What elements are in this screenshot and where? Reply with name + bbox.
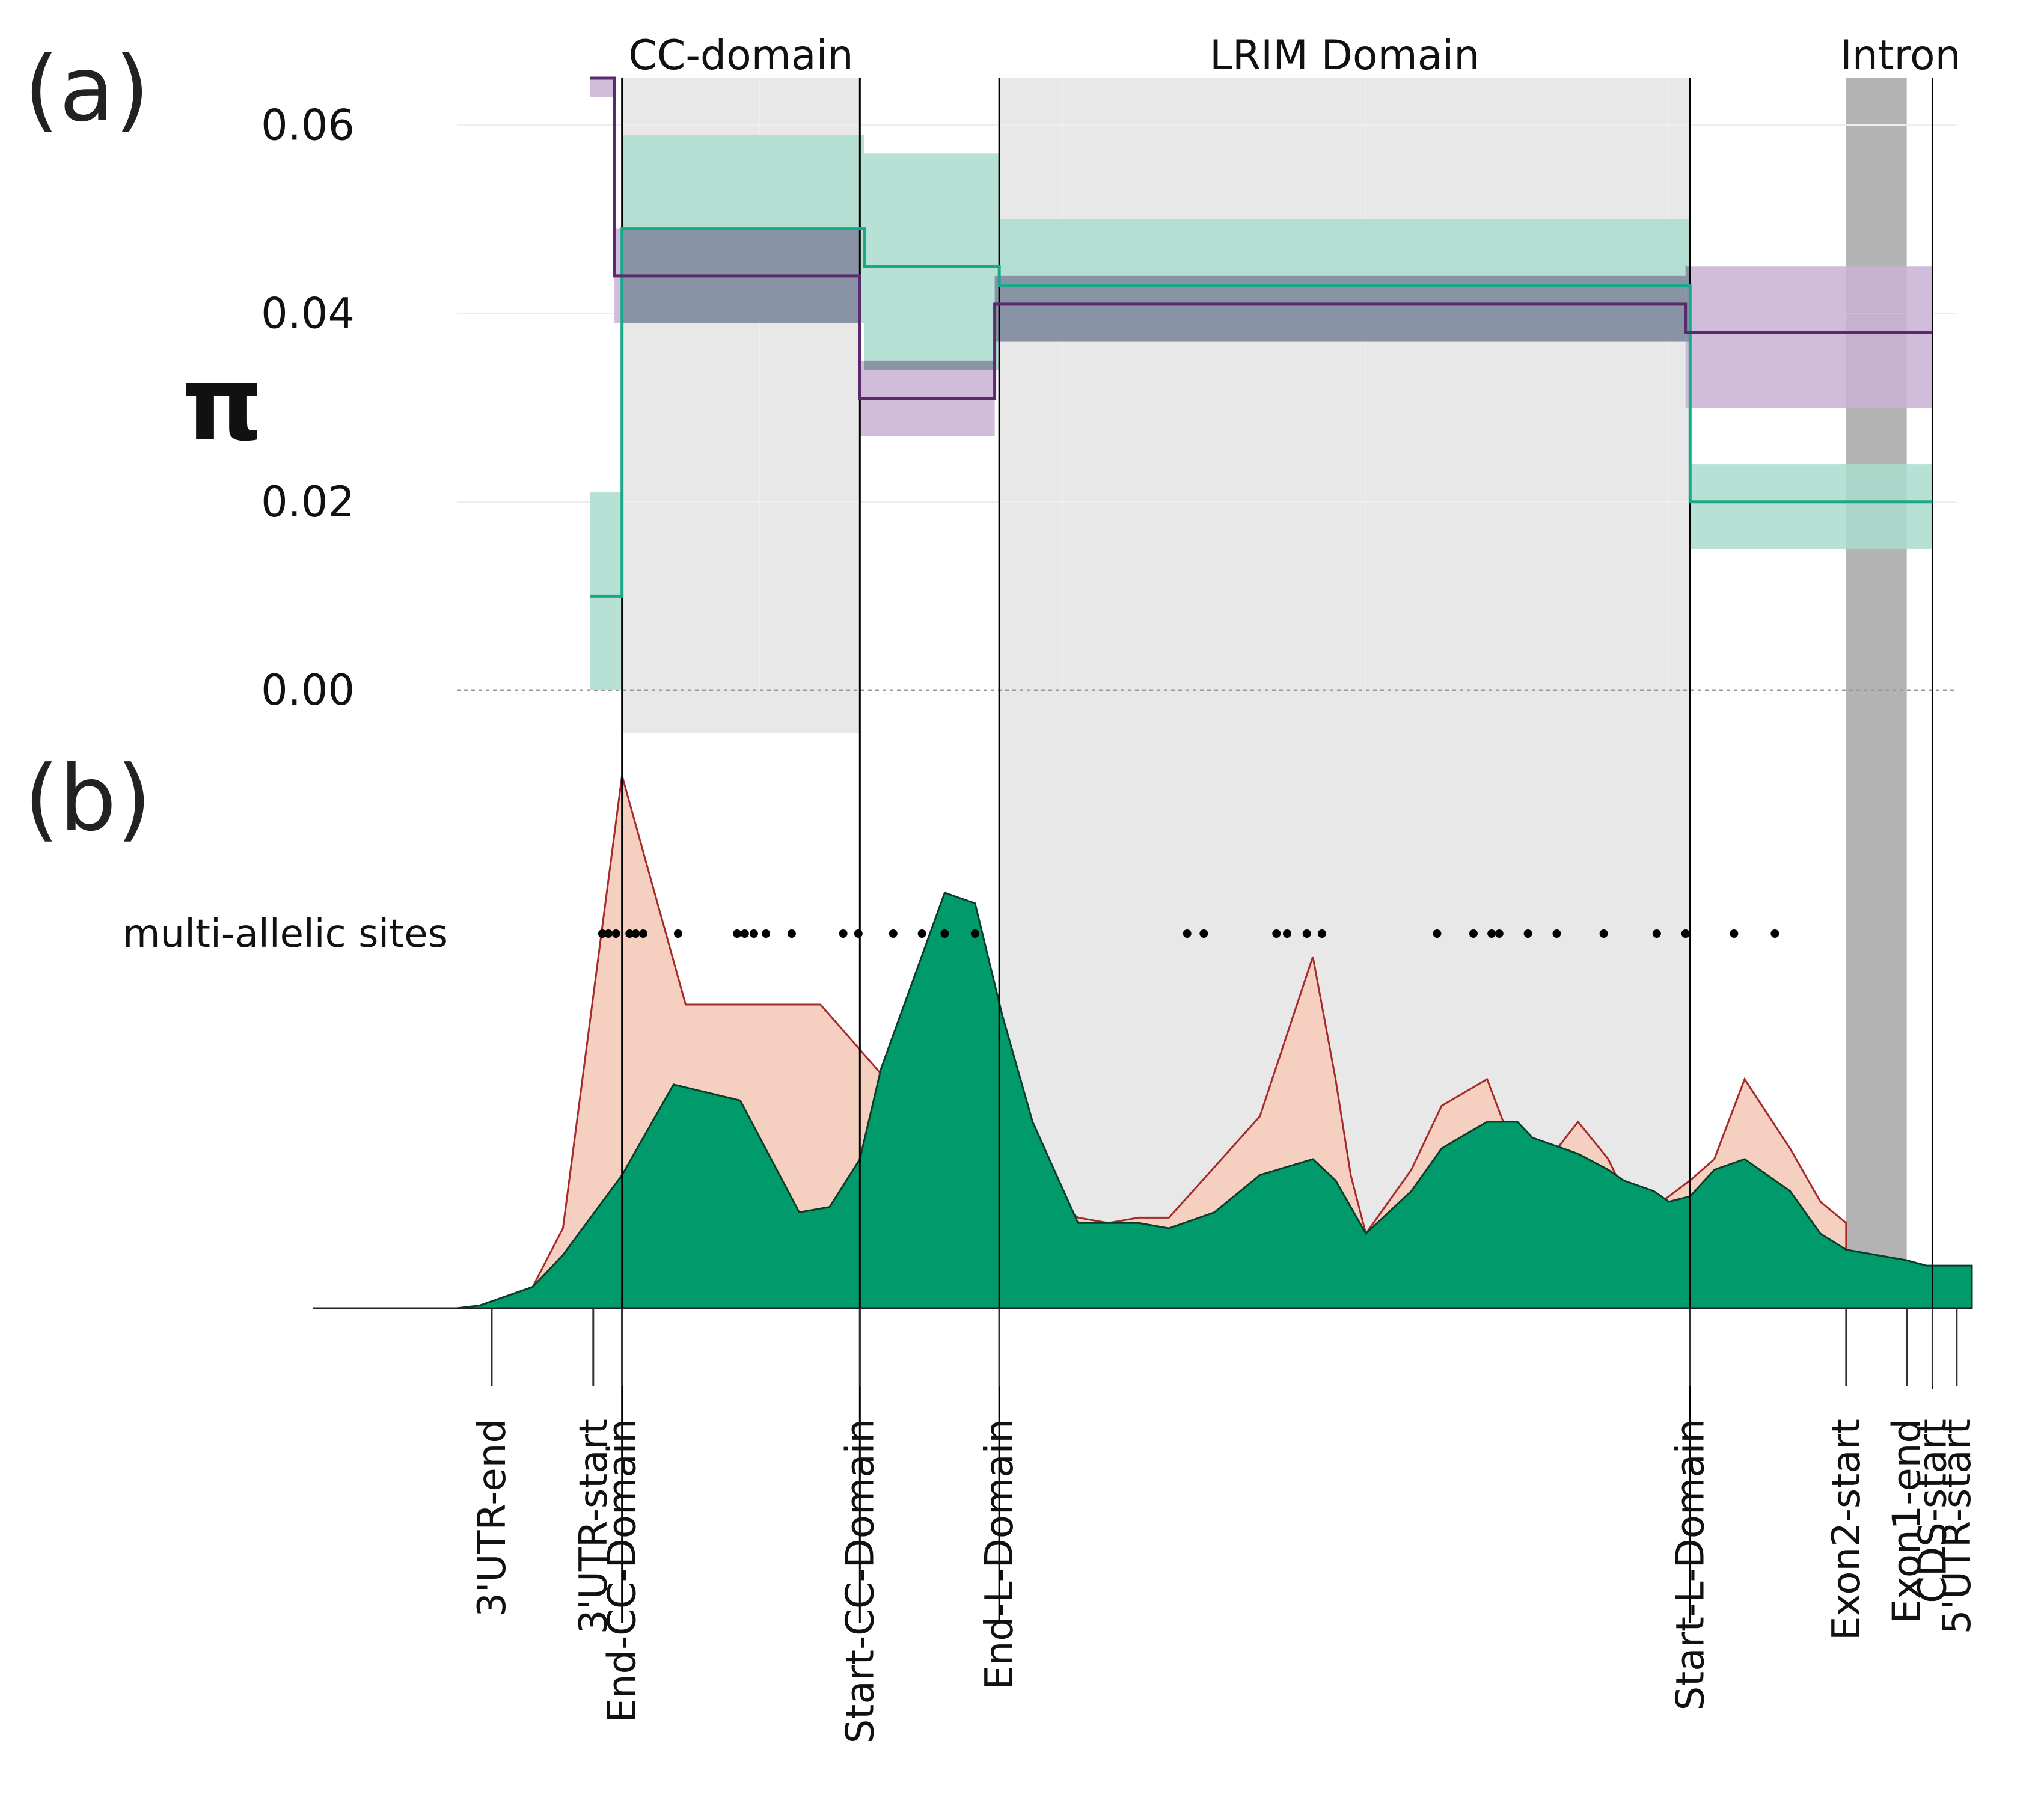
teal-ci-band: [1690, 464, 1933, 549]
multi-allelic-site-dot: [1469, 929, 1478, 938]
multi-allelic-site-dot: [1272, 929, 1281, 938]
multi-allelic-site-dot: [598, 929, 607, 938]
multi-allelic-site-dot: [638, 929, 647, 938]
teal-step-line: [590, 227, 1933, 598]
marker-label: End-L-Domain: [978, 1419, 1022, 1690]
multi-allelic-site-dot: [917, 929, 926, 938]
region-label: Intron: [1840, 32, 1961, 79]
y-axis-title: π: [182, 344, 263, 464]
multi-allelic-site-dot: [1730, 929, 1739, 938]
purple-step-line: [590, 76, 1933, 400]
multi-allelic-site-dot: [673, 929, 682, 938]
multi-allelic-site-dot: [733, 929, 742, 938]
y-tick-label: 0.02: [261, 477, 355, 527]
marker-label: 5'UTR-start: [1935, 1419, 1980, 1634]
y-tick-label: 0.04: [261, 289, 355, 338]
marker-label: Start-L-Domain: [1668, 1419, 1713, 1710]
multi-allelic-site-dot: [1652, 929, 1661, 938]
purple-ci-band: [1685, 266, 1933, 408]
multi-allelic-site-dot: [1199, 929, 1208, 938]
multi-allelic-site-dot: [1317, 929, 1326, 938]
marker-label: Exon2-start: [1825, 1419, 1869, 1641]
marker-label: CDS-start: [1911, 1419, 1955, 1603]
multi-allelic-site-dot: [625, 929, 634, 938]
ci-overlap-band: [864, 360, 995, 370]
step-line-layer: [590, 76, 1933, 598]
marker-label: 3'UTR-end: [470, 1419, 515, 1617]
multi-allelic-site-dot: [1770, 929, 1779, 938]
region-label: LRIM Domain: [1210, 32, 1479, 79]
multi-allelic-site-dot: [1599, 929, 1608, 938]
multi-allelic-site-dot: [1282, 929, 1291, 938]
region-shade-intron: [1846, 78, 1907, 1308]
multi-allelic-site-dot: [1681, 929, 1690, 938]
multi-allelic-site-dot: [970, 929, 979, 938]
multi-allelic-site-dot: [749, 929, 758, 938]
region-label: CC-domain: [628, 32, 853, 79]
multi-allelic-sites-label: multi-allelic sites: [123, 912, 448, 957]
multi-allelic-site-dot: [1552, 929, 1561, 938]
multi-allelic-site-dot: [1183, 929, 1192, 938]
multi-allelic-site-dot: [1523, 929, 1532, 938]
multi-allelic-site-dot: [1302, 929, 1311, 938]
multi-allelic-site-dot: [611, 929, 620, 938]
multi-allelic-site-dot: [940, 929, 949, 938]
multi-allelic-site-dot: [1487, 929, 1496, 938]
purple-ci-band: [590, 78, 615, 97]
marker-label: Start-CC-Domain: [838, 1419, 883, 1743]
y-tick-label: 0.06: [261, 100, 355, 150]
multi-allelic-site-dot: [889, 929, 898, 938]
ci-overlap-band: [1685, 266, 1691, 342]
multi-allelic-site-dot: [631, 929, 640, 938]
green-area: [456, 892, 1973, 1309]
teal-ci-band: [590, 492, 622, 690]
multi-allelic-site-dot: [1433, 929, 1442, 938]
ci-overlap-band: [999, 275, 1686, 342]
multi-allelic-site-dot: [604, 929, 613, 938]
multi-allelic-site-dot: [787, 929, 796, 938]
ci-overlap-band: [994, 275, 1000, 342]
multi-allelic-site-dot: [762, 929, 771, 938]
panel-a-label: (a): [24, 37, 150, 142]
marker-label: 3'UTR-start: [572, 1419, 616, 1634]
y-tick-label: 0.00: [261, 666, 355, 715]
multi-allelic-dot-layer: [598, 929, 1779, 938]
marker-label: Exon1-end: [1885, 1419, 1930, 1623]
multi-allelic-site-dot: [854, 929, 863, 938]
multi-allelic-site-dot: [740, 929, 749, 938]
text-layer: (a) (b) π multi-allelic sites CC-domain L…: [24, 32, 1961, 957]
teal-ci-band: [864, 153, 1000, 370]
multi-allelic-site-dot: [839, 929, 848, 938]
panel-b-label: (b): [24, 747, 151, 851]
multi-allelic-site-dot: [1495, 929, 1504, 938]
marker-label: End-CC-Domain: [601, 1419, 645, 1723]
area-layer: [313, 775, 1973, 1309]
